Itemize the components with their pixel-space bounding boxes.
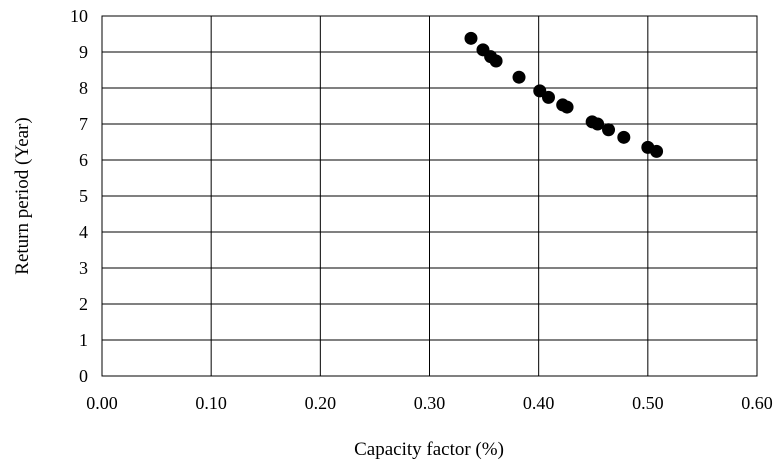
data-point	[541, 90, 555, 104]
y-tick-label: 4	[79, 222, 88, 242]
y-tick-label: 9	[79, 42, 88, 62]
tick-label-layer: 0 1 2 3 4 5 6 7 8 9 10 0.00 0.10 0.20 0.30 0.40 0.50 0.60	[70, 6, 773, 413]
y-tick-label: 5	[79, 186, 88, 206]
data-point	[512, 70, 526, 84]
y-tick-label: 1	[79, 330, 88, 350]
x-tick-label: 0.30	[414, 393, 446, 413]
data-point	[602, 123, 616, 137]
data-point	[650, 144, 664, 158]
x-tick-label: 0.50	[632, 393, 664, 413]
y-tick-label: 8	[79, 78, 88, 98]
x-tick-label: 0.40	[523, 393, 555, 413]
data-point	[489, 54, 503, 68]
x-tick-label: 0.60	[741, 393, 773, 413]
x-tick-label: 0.00	[86, 393, 118, 413]
y-tick-label: 2	[79, 294, 88, 314]
x-tick-label: 0.20	[305, 393, 337, 413]
axis-layer	[101, 15, 758, 377]
data-point-layer	[464, 31, 664, 158]
y-tick-label: 0	[79, 366, 88, 386]
data-point	[617, 130, 631, 144]
plot-area-frame	[101, 15, 758, 377]
data-point	[591, 117, 605, 131]
grid-layer	[101, 15, 758, 377]
y-axis-title: Return period (Year)	[12, 117, 33, 274]
x-axis-title: Capacity factor (%)	[354, 439, 504, 460]
data-point	[464, 31, 478, 45]
y-tick-label: 3	[79, 258, 88, 278]
data-point	[560, 100, 574, 114]
y-tick-label: 10	[70, 6, 88, 26]
x-tick-label: 0.10	[195, 393, 227, 413]
y-tick-label: 7	[79, 114, 88, 134]
y-tick-label: 6	[79, 150, 88, 170]
